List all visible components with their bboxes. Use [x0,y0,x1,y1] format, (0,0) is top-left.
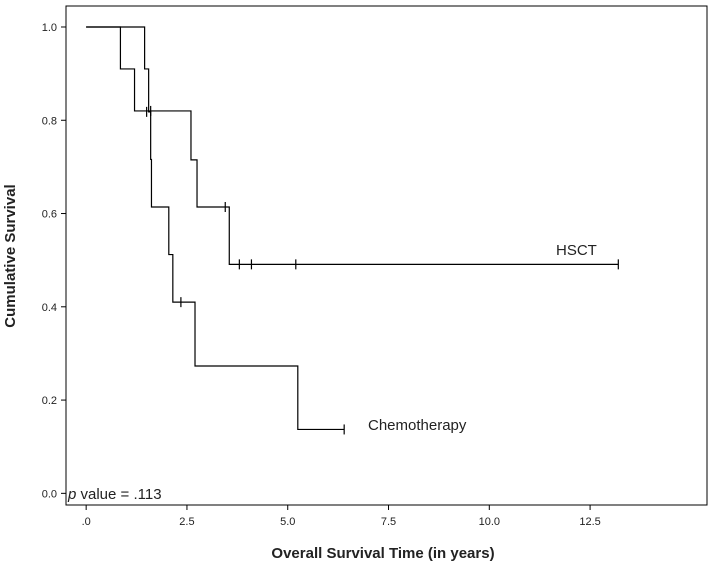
x-tick-label: 5.0 [280,516,295,528]
y-tick-label: 0.8 [42,115,57,127]
y-tick-label: 0.0 [42,488,57,500]
series-label-chemotherapy: Chemotherapy [368,417,467,434]
plot-frame [65,5,708,506]
survival-curve-hsct [86,26,619,265]
y-tick-label: 0.6 [42,209,57,221]
y-tick-label: 0.4 [42,302,57,314]
x-tick-label: .0 [82,516,91,528]
series-layer [86,26,619,435]
x-axis-title: Overall Survival Time (in years) [271,545,494,562]
p-value-text: value = .113 [76,486,161,503]
x-tick-label: 7.5 [381,516,396,528]
y-tick-label: 0.2 [42,395,57,407]
x-tick-label: 2.5 [179,516,194,528]
y-axis-title: Cumulative Survival [2,184,19,327]
series-label-hsct: HSCT [556,242,597,259]
x-tick-label: 12.5 [579,516,600,528]
x-tick-label: 10.0 [479,516,500,528]
survival-curve-chemotherapy [86,26,345,431]
p-value-italic: p [67,486,76,503]
p-value-annotation: p value = .113 [67,486,162,503]
y-tick-label: 1.0 [42,22,57,34]
axes-layer: .0 2.5 5.0 7.5 10.0 12.5 0.0 0.2 0.4 0.6 0.8 1.0 [42,22,601,528]
